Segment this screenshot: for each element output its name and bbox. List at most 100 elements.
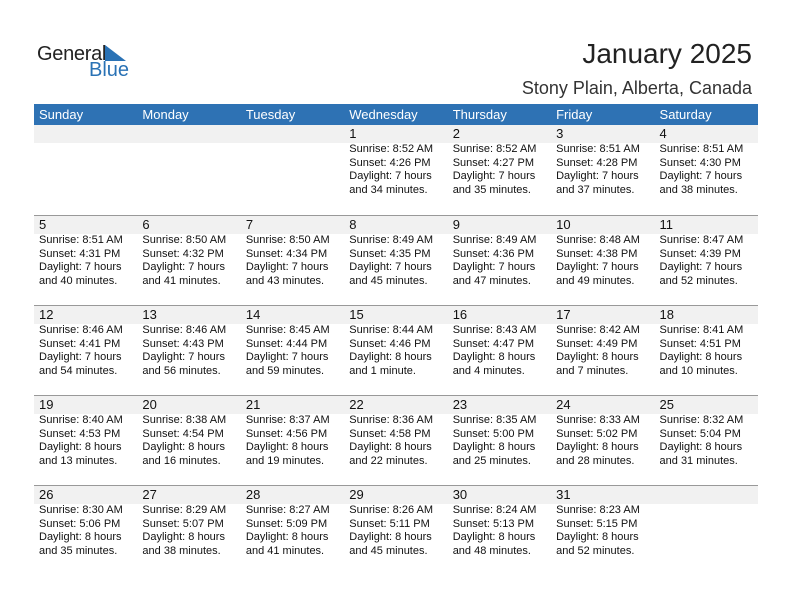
sunset: Sunset: 4:43 PM bbox=[142, 337, 224, 350]
weekday-sunday: Sunday bbox=[39, 107, 84, 122]
day-number: 17 bbox=[556, 307, 571, 322]
daylight: Daylight: 7 hours bbox=[39, 261, 122, 273]
logo-triangle-icon bbox=[105, 45, 126, 61]
sunset: Sunset: 4:26 PM bbox=[349, 156, 431, 169]
week-row: 5 Sunrise: 8:51 AM Sunset: 4:31 PM Daylight… bbox=[34, 215, 758, 305]
day-number: 7 bbox=[245, 217, 254, 232]
day-cell: 28 Sunrise: 8:27 AM Sunset: 5:09 PM Dayligh… bbox=[241, 486, 344, 575]
location: Stony Plain, Alberta, Canada bbox=[521, 78, 752, 98]
daylight-minutes: and 13 minutes. bbox=[39, 454, 118, 467]
sunrise: Sunrise: 8:33 AM bbox=[556, 414, 640, 426]
sunset: Sunset: 4:47 PM bbox=[452, 337, 535, 350]
daylight-minutes: and 10 minutes. bbox=[659, 364, 738, 377]
date-band bbox=[34, 396, 758, 414]
day-number: 16 bbox=[452, 307, 468, 322]
sunrise: Sunrise: 8:47 AM bbox=[659, 234, 744, 246]
day-cell: 7 Sunrise: 8:50 AM Sunset: 4:34 PM Daylight… bbox=[241, 216, 344, 305]
sunset: Sunset: 4:38 PM bbox=[556, 247, 638, 260]
sunset: Sunset: 4:31 PM bbox=[39, 247, 121, 260]
logo-text-blue: Blue bbox=[89, 59, 130, 81]
day-number: 18 bbox=[659, 307, 674, 322]
day-number: 13 bbox=[142, 307, 157, 322]
day-number: 22 bbox=[349, 397, 364, 412]
day-number: 11 bbox=[659, 217, 674, 232]
sunset: Sunset: 4:39 PM bbox=[659, 247, 741, 260]
daylight: Daylight: 7 hours bbox=[142, 261, 225, 273]
day-cell bbox=[241, 125, 344, 215]
day-number: 4 bbox=[659, 126, 667, 141]
day-number: 2 bbox=[452, 126, 460, 141]
daylight: Daylight: 7 hours bbox=[556, 261, 639, 273]
day-cell: 29 Sunrise: 8:26 AM Sunset: 5:11 PM Dayligh… bbox=[344, 486, 447, 575]
week-row: 1 Sunrise: 8:52 AM Sunset: 4:26 PM Daylight… bbox=[34, 125, 758, 215]
daylight-minutes: and 28 minutes. bbox=[556, 454, 635, 467]
daylight-minutes: and 1 minute. bbox=[349, 364, 416, 377]
day-number: 30 bbox=[452, 487, 468, 502]
daylight-minutes: and 45 minutes. bbox=[349, 544, 428, 557]
day-number: 21 bbox=[245, 397, 261, 412]
daylight: Daylight: 8 hours bbox=[142, 531, 225, 543]
daylight: Daylight: 8 hours bbox=[452, 441, 536, 453]
daylight-minutes: and 31 minutes. bbox=[659, 454, 738, 467]
sunset: Sunset: 4:27 PM bbox=[452, 156, 535, 169]
day-cell: 26 Sunrise: 8:30 AM Sunset: 5:06 PM Dayligh… bbox=[34, 486, 137, 575]
sunrise: Sunrise: 8:50 AM bbox=[245, 234, 330, 246]
sunrise: Sunrise: 8:23 AM bbox=[556, 504, 640, 516]
day-cell: 15 Sunrise: 8:44 AM Sunset: 4:46 PM Dayligh… bbox=[344, 306, 447, 395]
daylight-minutes: and 47 minutes. bbox=[452, 274, 531, 287]
day-cell: 5 Sunrise: 8:51 AM Sunset: 4:31 PM Daylight… bbox=[34, 216, 137, 305]
sunset: Sunset: 4:35 PM bbox=[349, 247, 431, 260]
day-cell: 23 Sunrise: 8:35 AM Sunset: 5:00 PM Dayligh… bbox=[448, 396, 551, 485]
day-cell: 24 Sunrise: 8:33 AM Sunset: 5:02 PM Dayligh… bbox=[551, 396, 654, 485]
day-number: 29 bbox=[349, 487, 364, 502]
daylight: Daylight: 8 hours bbox=[659, 351, 743, 363]
daylight-minutes: and 22 minutes. bbox=[349, 454, 428, 467]
daylight: Daylight: 8 hours bbox=[556, 351, 639, 363]
day-cell: 20 Sunrise: 8:38 AM Sunset: 4:54 PM Dayligh… bbox=[137, 396, 240, 485]
sunrise: Sunrise: 8:40 AM bbox=[39, 414, 123, 426]
logo: General Blue bbox=[37, 43, 129, 81]
weekday-saturday: Saturday bbox=[659, 107, 712, 122]
daylight-minutes: and 34 minutes. bbox=[349, 183, 428, 196]
day-cell bbox=[34, 125, 137, 215]
day-number: 27 bbox=[142, 487, 157, 502]
day-cell: 8 Sunrise: 8:49 AM Sunset: 4:35 PM Daylight… bbox=[344, 216, 447, 305]
daylight-minutes: and 19 minutes. bbox=[245, 454, 325, 467]
daylight-minutes: and 35 minutes. bbox=[452, 183, 531, 196]
sunset: Sunset: 4:44 PM bbox=[245, 337, 328, 350]
sunrise: Sunrise: 8:52 AM bbox=[452, 143, 537, 155]
date-band bbox=[34, 486, 758, 504]
day-number: 12 bbox=[39, 307, 54, 322]
sunrise: Sunrise: 8:38 AM bbox=[142, 414, 227, 426]
daylight: Daylight: 7 hours bbox=[556, 170, 639, 182]
daylight-minutes: and 16 minutes. bbox=[142, 454, 221, 467]
sunset: Sunset: 4:32 PM bbox=[142, 247, 224, 260]
daylight: Daylight: 7 hours bbox=[39, 351, 122, 363]
daylight: Daylight: 8 hours bbox=[452, 531, 536, 543]
day-cell: 27 Sunrise: 8:29 AM Sunset: 5:07 PM Dayligh… bbox=[137, 486, 240, 575]
date-band bbox=[34, 125, 758, 143]
daylight: Daylight: 8 hours bbox=[245, 441, 329, 453]
daylight: Daylight: 8 hours bbox=[39, 441, 122, 453]
weekday-header: Sunday Monday Tuesday Wednesday Thursday Frid… bbox=[34, 104, 758, 125]
daylight: Daylight: 7 hours bbox=[245, 261, 329, 273]
daylight-minutes: and 41 minutes. bbox=[245, 544, 325, 557]
day-number: 31 bbox=[556, 487, 571, 502]
daylight: Daylight: 7 hours bbox=[659, 170, 743, 182]
daylight-minutes: and 38 minutes. bbox=[142, 544, 221, 557]
sunrise: Sunrise: 8:42 AM bbox=[556, 324, 640, 336]
daylight-minutes: and 37 minutes. bbox=[556, 183, 635, 196]
daylight-minutes: and 38 minutes. bbox=[659, 183, 738, 196]
sunset: Sunset: 4:53 PM bbox=[39, 427, 121, 440]
daylight-minutes: and 54 minutes. bbox=[39, 364, 118, 377]
day-cell: 25 Sunrise: 8:32 AM Sunset: 5:04 PM Dayligh… bbox=[655, 396, 758, 485]
day-number: 1 bbox=[349, 126, 357, 141]
sunset: Sunset: 4:46 PM bbox=[349, 337, 431, 350]
day-number: 9 bbox=[452, 217, 460, 232]
sunset: Sunset: 5:00 PM bbox=[452, 427, 535, 440]
day-number: 26 bbox=[39, 487, 54, 502]
day-cell: 9 Sunrise: 8:49 AM Sunset: 4:36 PM Daylight… bbox=[448, 216, 551, 305]
daylight-minutes: and 7 minutes. bbox=[556, 364, 629, 377]
daylight: Daylight: 8 hours bbox=[349, 351, 432, 363]
logo-text-general: General bbox=[37, 43, 107, 65]
